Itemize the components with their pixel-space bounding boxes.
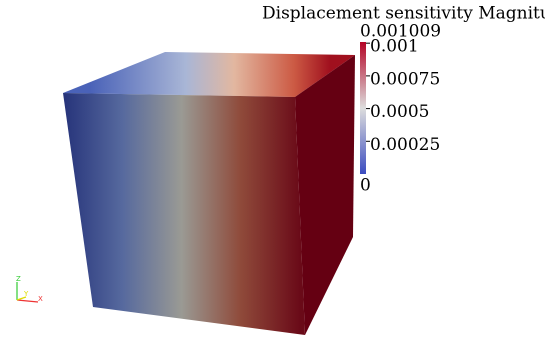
x-label: X <box>38 295 43 303</box>
tick-label: 0.00025 <box>370 135 440 155</box>
range-min-label: 0 <box>360 176 371 196</box>
render-view: Z Y X Displacement sensitivity Magnitude… <box>0 0 545 340</box>
y-label: Y <box>23 290 29 298</box>
colorbar <box>360 42 366 174</box>
z-label: Z <box>16 275 21 283</box>
tick-label: 0.00075 <box>370 69 440 89</box>
cube <box>63 52 355 335</box>
x-axis <box>17 300 38 302</box>
tick-label: 0.0005 <box>370 102 429 122</box>
axes-triad: Z Y X <box>16 275 43 303</box>
cube-front <box>63 93 305 335</box>
tick-label: 0.001 <box>370 37 419 57</box>
colorbar-title: Displacement sensitivity Magnitude <box>262 4 545 24</box>
cube-side <box>295 55 355 335</box>
